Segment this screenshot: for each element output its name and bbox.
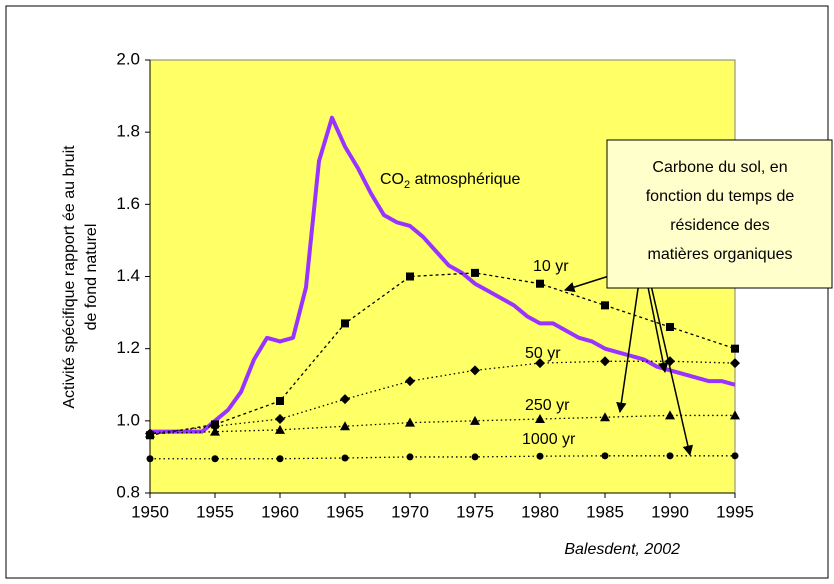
- marker: [341, 319, 349, 328]
- marker: [276, 455, 284, 463]
- y-tick-label: 2.0: [116, 49, 140, 68]
- marker: [406, 453, 414, 461]
- co2-label: CO2 atmosphérique: [380, 171, 521, 191]
- marker: [405, 376, 415, 387]
- x-tick-label: 1965: [326, 502, 364, 521]
- marker: [601, 301, 609, 310]
- callout-text: Carbone du sol, en: [652, 159, 787, 176]
- line: [150, 455, 735, 460]
- y-tick-label: 1.0: [116, 410, 140, 429]
- series-label: 10 yr: [533, 258, 569, 275]
- marker: [536, 279, 544, 288]
- marker: [470, 415, 480, 425]
- y-axis-label: Activité spécifique rapport ée au bruit: [61, 145, 78, 409]
- series-label: 1000 yr: [522, 431, 576, 448]
- marker: [730, 410, 740, 420]
- line: [149, 414, 735, 435]
- marker: [471, 268, 479, 277]
- marker: [406, 272, 414, 281]
- co2-label: atmosphérique: [410, 171, 520, 188]
- marker: [470, 365, 480, 376]
- marker: [341, 454, 349, 462]
- arrow: [647, 271, 694, 457]
- marker: [211, 455, 219, 463]
- marker: [535, 358, 545, 369]
- marker: [405, 417, 415, 427]
- line: [150, 115, 736, 434]
- marker: [210, 421, 220, 432]
- co2-label: CO: [380, 171, 404, 188]
- marker: [275, 424, 285, 434]
- x-tick-label: 1970: [391, 502, 429, 521]
- x-tick-label: 1960: [261, 502, 299, 521]
- co2-label: 2: [404, 179, 410, 191]
- marker: [275, 414, 285, 425]
- y-tick-label: 1.2: [116, 338, 140, 357]
- marker: [276, 396, 284, 405]
- marker: [665, 410, 675, 420]
- y-tick-label: 1.4: [116, 266, 140, 285]
- x-tick-label: 1995: [716, 502, 754, 521]
- y-tick-label: 1.6: [116, 194, 140, 213]
- marker: [536, 452, 544, 460]
- x-tick-label: 1990: [651, 502, 689, 521]
- marker: [600, 412, 610, 422]
- x-tick-label: 1955: [196, 502, 234, 521]
- arrow: [644, 271, 669, 374]
- x-tick-label: 1975: [456, 502, 494, 521]
- callout-text: fonction du temps de: [646, 188, 795, 205]
- marker: [730, 358, 740, 369]
- x-tick-label: 1985: [586, 502, 624, 521]
- y-axis-label: de fond naturel: [83, 224, 100, 331]
- marker: [471, 453, 479, 461]
- marker: [666, 323, 674, 332]
- marker: [340, 421, 350, 431]
- marker: [146, 455, 154, 463]
- marker: [600, 356, 610, 367]
- x-tick-label: 1950: [131, 502, 169, 521]
- y-tick-label: 0.8: [116, 482, 140, 501]
- arrow: [616, 274, 641, 414]
- callout-text: matières organiques: [648, 246, 793, 263]
- marker: [731, 452, 739, 460]
- y-tick-label: 1.8: [116, 122, 140, 141]
- line: [149, 272, 736, 436]
- callout-box: [606, 139, 833, 289]
- marker: [340, 394, 350, 405]
- arrows: [563, 269, 694, 457]
- x-tick-label: 1980: [521, 502, 559, 521]
- series-label: 50 yr: [525, 345, 561, 362]
- marker: [145, 428, 155, 438]
- marker: [666, 452, 674, 460]
- series-label: 250 yr: [525, 397, 570, 414]
- marker: [731, 344, 739, 353]
- line: [149, 360, 736, 435]
- callout-text: résidence des: [670, 217, 770, 234]
- marker: [210, 426, 220, 436]
- marker: [601, 452, 609, 460]
- marker: [535, 414, 545, 424]
- source: Balesdent, 2002: [564, 541, 680, 558]
